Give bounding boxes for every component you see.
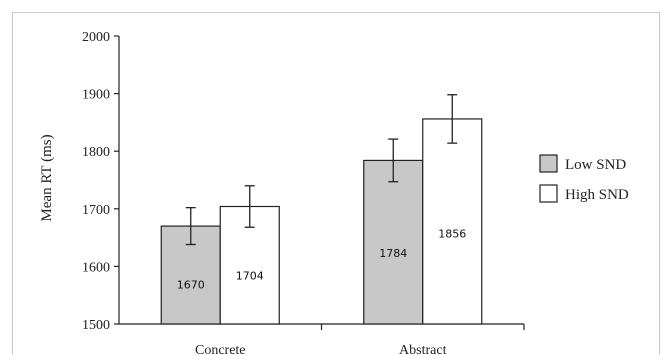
- bar-abstract-low-snd: [363, 159, 424, 325]
- y-tick-label: 1700: [82, 203, 110, 218]
- chart-frame: [12, 12, 660, 355]
- data-label: 1704: [236, 270, 264, 283]
- data-label: 1670: [177, 278, 205, 291]
- data-label: 1784: [379, 247, 407, 260]
- legend-label: Low SND: [565, 157, 626, 173]
- legend-label: High SND: [565, 187, 629, 203]
- legend-swatch: [539, 154, 558, 173]
- y-tick-label: 1900: [82, 88, 110, 103]
- y-axis: 1500 1600 1700 1800 1900 2000: [82, 30, 120, 333]
- legend: Low SND High SND: [539, 154, 629, 203]
- y-axis-title: Mean RT (ms): [39, 134, 55, 221]
- data-label: 1856: [438, 228, 466, 241]
- bar-abstract-high-snd: [422, 118, 483, 325]
- y-tick-label: 1600: [82, 260, 110, 275]
- bars: [160, 118, 483, 325]
- y-tick-label: 1800: [82, 145, 110, 160]
- legend-swatch: [539, 184, 558, 203]
- x-tick-label: Concrete: [195, 343, 246, 355]
- y-tick-label: 2000: [82, 30, 110, 45]
- x-tick-label: Abstract: [399, 343, 447, 355]
- data-labels: 1670 1704 1784 1856: [177, 228, 467, 292]
- x-axis: Concrete Abstract: [119, 323, 525, 355]
- y-tick-label: 1500: [82, 318, 110, 333]
- error-bars: [185, 94, 458, 246]
